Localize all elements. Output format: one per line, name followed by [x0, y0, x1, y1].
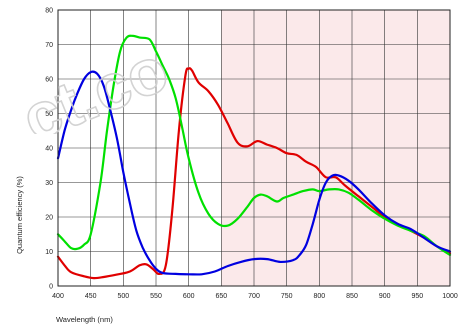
- x-tick-label: 400: [52, 293, 64, 300]
- x-axis-title: Wavelength (nm): [56, 315, 113, 324]
- series-line-1: [56, 67, 452, 280]
- y-tick-label: 40: [45, 146, 53, 153]
- y-tick-label: 70: [45, 42, 53, 49]
- y-axis-title: Quantum efficiency (%): [15, 176, 24, 254]
- y-tick-label: 60: [45, 77, 53, 84]
- x-tick-label: 800: [313, 293, 325, 300]
- x-tick-labels: 400 450 500 550 600 650 700 750 800 850 900 950 1000: [52, 293, 458, 300]
- watermark-text: ct.co: [12, 32, 177, 134]
- x-tick-label: 550: [150, 293, 162, 300]
- watermark-logo: ct.co: [12, 32, 179, 134]
- y-tick-label: 10: [45, 249, 53, 256]
- y-tick-label: 20: [45, 215, 53, 222]
- x-tick-label: 500: [117, 293, 129, 300]
- y-tick-labels: 0 10 20 30 40 50 60 70 80: [45, 8, 53, 291]
- y-tick-label: 0: [49, 284, 53, 291]
- x-tick-label: 600: [183, 293, 195, 300]
- x-tick-label: 850: [346, 293, 358, 300]
- x-tick-label: 450: [85, 293, 97, 300]
- series-lines: [56, 34, 452, 280]
- series-line-3: [56, 70, 452, 276]
- y-tick-label: 30: [45, 180, 53, 187]
- x-tick-label: 900: [379, 293, 391, 300]
- x-tick-label: 950: [411, 293, 423, 300]
- x-tick-label: 700: [248, 293, 260, 300]
- x-tick-label: 1000: [442, 293, 458, 300]
- x-tick-label: 650: [215, 293, 227, 300]
- plot-frame: [57, 9, 451, 287]
- x-tick-label: 750: [281, 293, 293, 300]
- y-tick-label: 50: [45, 111, 53, 118]
- y-tick-label: 80: [45, 8, 53, 15]
